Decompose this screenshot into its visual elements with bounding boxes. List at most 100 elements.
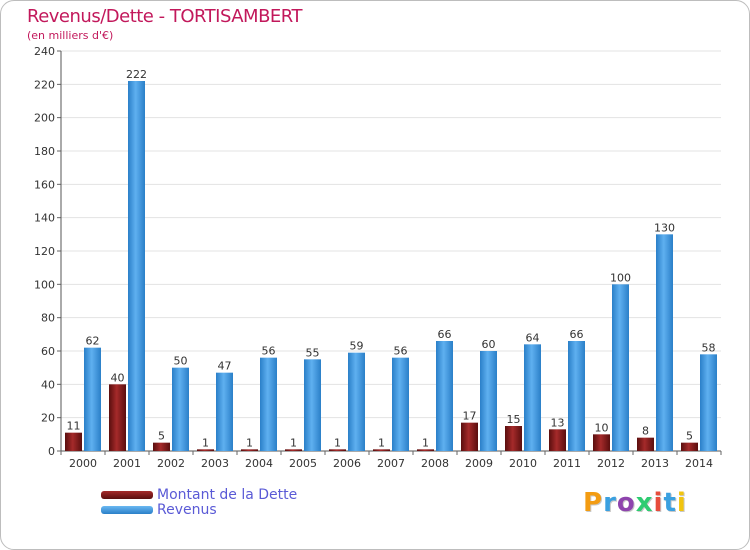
x-tick-label: 2003 bbox=[201, 457, 229, 470]
y-tick-label: 160 bbox=[34, 178, 55, 191]
proxiti-logo[interactable]: Proxiti bbox=[583, 488, 687, 518]
y-tick-label: 240 bbox=[34, 45, 55, 58]
chart-legend: Montant de la Dette Revenus bbox=[101, 486, 298, 518]
data-label-revenus: 58 bbox=[702, 341, 716, 354]
logo-letter: i bbox=[653, 488, 664, 518]
bar-dette bbox=[637, 437, 654, 451]
y-tick-label: 100 bbox=[34, 278, 55, 291]
logo-letter: x bbox=[635, 488, 654, 518]
x-tick-label: 2006 bbox=[333, 457, 361, 470]
data-label-dette: 40 bbox=[111, 371, 125, 384]
data-label-dette: 8 bbox=[642, 425, 649, 438]
bar-dette bbox=[285, 449, 302, 451]
data-label-revenus: 56 bbox=[394, 345, 408, 358]
bar-dette bbox=[109, 384, 126, 451]
data-label-revenus: 47 bbox=[218, 360, 232, 373]
bar-revenus bbox=[436, 341, 453, 451]
x-tick-label: 2004 bbox=[245, 457, 273, 470]
data-label-revenus: 60 bbox=[482, 338, 496, 351]
data-label-revenus: 55 bbox=[306, 346, 320, 359]
bar-dette bbox=[461, 422, 478, 451]
data-label-dette: 10 bbox=[595, 421, 609, 434]
data-label-revenus: 50 bbox=[174, 355, 188, 368]
x-tick-label: 2012 bbox=[597, 457, 625, 470]
bar-dette bbox=[593, 434, 610, 451]
data-label-revenus: 222 bbox=[126, 68, 147, 81]
data-label-revenus: 66 bbox=[438, 328, 452, 341]
data-label-dette: 15 bbox=[507, 413, 521, 426]
bar-dette bbox=[505, 426, 522, 451]
y-tick-label: 40 bbox=[41, 378, 55, 391]
chart-title: Revenus/Dette - TORTISAMBERT bbox=[27, 6, 303, 27]
x-tick-label: 2010 bbox=[509, 457, 537, 470]
x-tick-label: 2009 bbox=[465, 457, 493, 470]
data-label-dette: 1 bbox=[334, 436, 341, 449]
data-label-dette: 1 bbox=[246, 436, 253, 449]
x-tick-label: 2008 bbox=[421, 457, 449, 470]
bar-dette bbox=[153, 442, 170, 451]
legend-label-debt: Montant de la Dette bbox=[157, 486, 298, 503]
x-tick-label: 2005 bbox=[289, 457, 317, 470]
bar-revenus bbox=[172, 367, 189, 451]
bar-revenus bbox=[524, 344, 541, 451]
logo-letter: o bbox=[616, 488, 636, 518]
bar-dette bbox=[329, 449, 346, 451]
y-tick-label: 120 bbox=[34, 245, 55, 258]
y-tick-label: 20 bbox=[41, 412, 55, 425]
y-tick-label: 60 bbox=[41, 345, 55, 358]
x-tick-label: 2011 bbox=[553, 457, 581, 470]
data-label-dette: 11 bbox=[67, 420, 81, 433]
data-label-revenus: 66 bbox=[570, 328, 584, 341]
x-tick-label: 2014 bbox=[685, 457, 713, 470]
chart-subtitle: (en milliers d'€) bbox=[27, 29, 114, 42]
data-label-dette: 1 bbox=[378, 436, 385, 449]
data-label-dette: 13 bbox=[551, 416, 565, 429]
legend-swatch-debt bbox=[101, 490, 153, 499]
data-label-dette: 5 bbox=[686, 430, 693, 443]
bar-revenus bbox=[700, 354, 717, 451]
bar-dette bbox=[241, 449, 258, 451]
bar-dette bbox=[681, 442, 698, 451]
data-label-dette: 1 bbox=[202, 436, 209, 449]
data-label-revenus: 56 bbox=[262, 345, 276, 358]
x-tick-label: 2000 bbox=[69, 457, 97, 470]
bar-dette bbox=[417, 449, 434, 451]
data-label-dette: 1 bbox=[290, 436, 297, 449]
logo-letter: i bbox=[676, 488, 687, 518]
y-tick-label: 80 bbox=[41, 312, 55, 325]
bar-dette bbox=[197, 449, 214, 451]
data-label-revenus: 64 bbox=[526, 331, 540, 344]
bar-revenus bbox=[656, 234, 673, 451]
bar-revenus bbox=[84, 347, 101, 451]
bar-revenus bbox=[568, 341, 585, 451]
data-label-dette: 17 bbox=[463, 410, 477, 423]
bar-dette bbox=[373, 449, 390, 451]
y-tick-label: 0 bbox=[48, 445, 55, 458]
data-label-revenus: 59 bbox=[350, 340, 364, 353]
bar-revenus bbox=[304, 359, 321, 451]
x-tick-label: 2013 bbox=[641, 457, 669, 470]
y-tick-label: 200 bbox=[34, 112, 55, 125]
bar-revenus bbox=[480, 351, 497, 451]
data-label-revenus: 62 bbox=[86, 335, 100, 348]
legend-swatch-revenue bbox=[101, 505, 153, 514]
bar-revenus bbox=[348, 352, 365, 451]
bar-revenus bbox=[392, 357, 409, 451]
bar-revenus bbox=[216, 372, 233, 451]
bar-revenus bbox=[260, 357, 277, 451]
x-tick-label: 2002 bbox=[157, 457, 185, 470]
data-label-dette: 5 bbox=[158, 430, 165, 443]
x-tick-label: 2007 bbox=[377, 457, 405, 470]
bar-dette bbox=[549, 429, 566, 451]
bar-dette bbox=[65, 432, 82, 451]
bar-revenus bbox=[128, 81, 145, 451]
logo-letter: r bbox=[603, 488, 617, 518]
legend-label-revenue: Revenus bbox=[157, 501, 217, 518]
y-tick-label: 180 bbox=[34, 145, 55, 158]
logo-letter: t bbox=[663, 488, 677, 518]
data-label-dette: 1 bbox=[422, 436, 429, 449]
y-tick-label: 140 bbox=[34, 212, 55, 225]
legend-item-debt: Montant de la Dette bbox=[101, 486, 298, 503]
